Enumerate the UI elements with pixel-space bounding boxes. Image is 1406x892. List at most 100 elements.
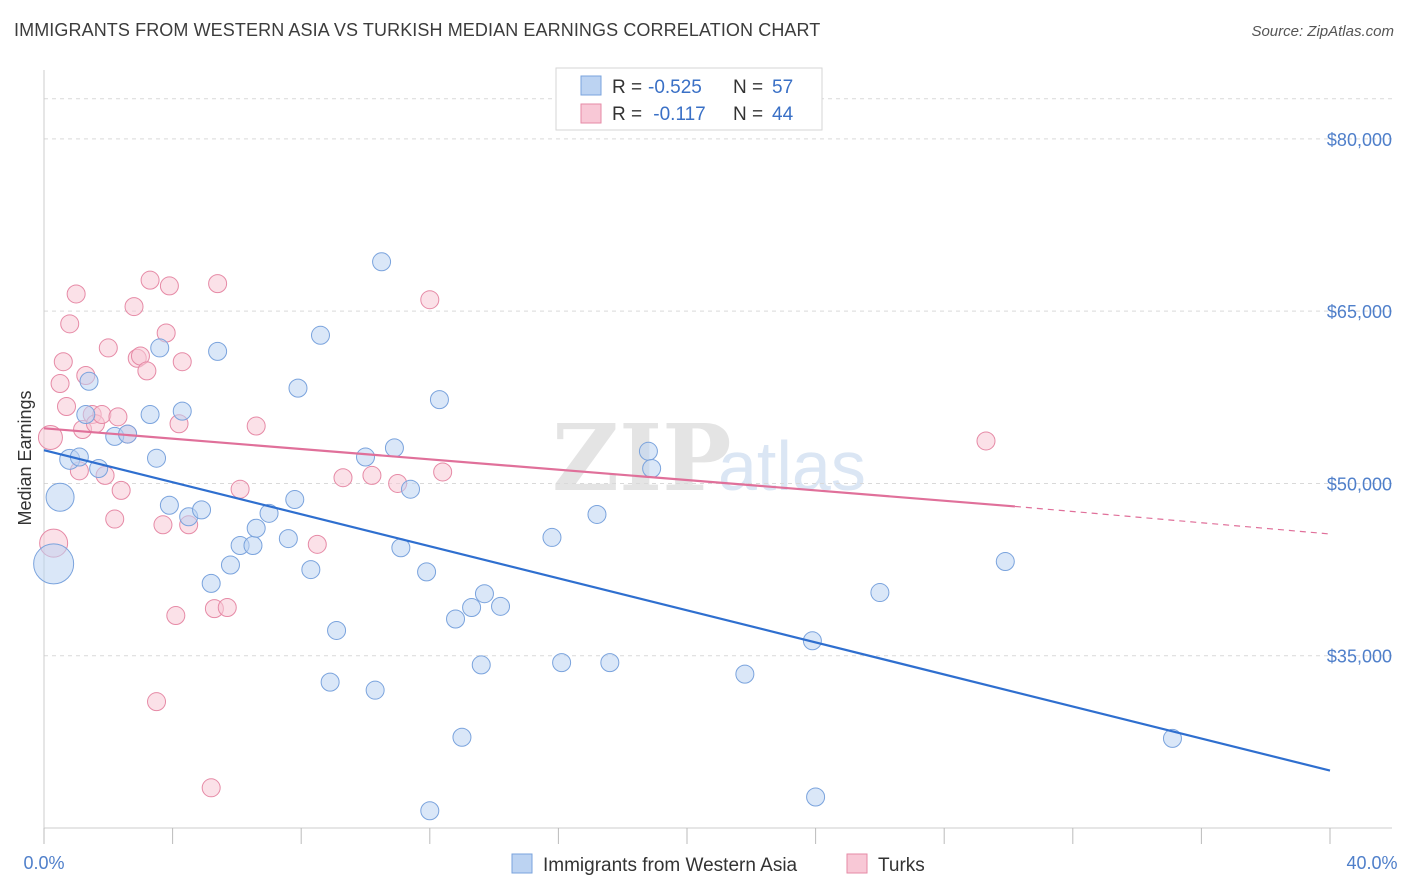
turks-point bbox=[57, 397, 77, 417]
western-asia-point bbox=[301, 560, 321, 580]
turks-point bbox=[307, 534, 327, 554]
y-tick-label: $50,000 bbox=[1327, 474, 1392, 494]
western-asia-point bbox=[806, 787, 826, 807]
western-asia-point bbox=[365, 680, 385, 700]
western-asia-point bbox=[462, 597, 482, 617]
legend-pink-r-value: -0.117 bbox=[648, 104, 706, 125]
legend-bottom-pink-swatch bbox=[846, 853, 868, 874]
legend-pink-n-value: 44 bbox=[772, 104, 794, 125]
turks-point bbox=[66, 284, 86, 304]
legend-pink-swatch bbox=[580, 103, 602, 124]
turks-point bbox=[433, 462, 453, 482]
legend-pink-r-label: R = bbox=[612, 104, 642, 125]
x-tick-marks bbox=[43, 828, 1331, 844]
source-label: Source: ZipAtlas.com bbox=[1251, 23, 1394, 40]
western-asia-point bbox=[208, 341, 228, 361]
axes bbox=[43, 70, 1392, 829]
turks-point bbox=[362, 465, 382, 485]
chart-title: IMMIGRANTS FROM WESTERN ASIA VS TURKISH … bbox=[14, 20, 821, 40]
western-asia-point bbox=[278, 529, 298, 549]
x-tick-label-min: 0.0% bbox=[23, 853, 64, 873]
turks-point bbox=[153, 515, 173, 535]
western-asia-point bbox=[452, 727, 472, 747]
turks-point bbox=[217, 597, 237, 617]
western-asia-point bbox=[356, 447, 375, 467]
turks-point bbox=[976, 431, 996, 451]
western-asia-point bbox=[552, 653, 572, 673]
western-asia-point bbox=[285, 490, 305, 510]
western-asia-point bbox=[45, 482, 75, 512]
western-asia-point bbox=[246, 518, 266, 538]
legend-bottom: Immigrants from Western Asia Turks bbox=[511, 853, 925, 876]
western-asia-point bbox=[201, 573, 221, 593]
legend-top: R = -0.525 N = 57 R = -0.117 N = 44 bbox=[555, 67, 823, 131]
western-asia-point bbox=[735, 664, 755, 684]
western-asia-point bbox=[474, 584, 494, 604]
western-asia-point bbox=[471, 655, 491, 675]
turks-trend-line-extension bbox=[1014, 505, 1331, 535]
turks-point bbox=[201, 778, 221, 798]
y-tick-label: $80,000 bbox=[1327, 130, 1392, 150]
turks-point bbox=[172, 352, 192, 372]
western-asia-point bbox=[870, 583, 890, 603]
western-asia-point bbox=[220, 555, 240, 575]
turks-point bbox=[124, 297, 144, 317]
western-asia-point bbox=[150, 338, 170, 358]
legend-bottom-pink-label: Turks bbox=[878, 855, 925, 876]
western-asia-point bbox=[587, 504, 607, 524]
western-asia-point bbox=[491, 596, 511, 616]
gridlines bbox=[44, 98, 1392, 657]
watermark-zip: ZIP bbox=[552, 404, 731, 512]
western-asia-point bbox=[33, 543, 75, 585]
turks-point bbox=[246, 416, 266, 436]
turks-points bbox=[37, 270, 996, 798]
western-asia-trend-line bbox=[43, 449, 1331, 772]
western-asia-point bbox=[310, 325, 330, 345]
turks-point bbox=[230, 479, 250, 499]
turks-point bbox=[50, 374, 70, 394]
turks-point bbox=[108, 407, 128, 427]
western-asia-point bbox=[327, 620, 347, 640]
turks-trend-line bbox=[43, 427, 1016, 508]
western-asia-point bbox=[140, 405, 160, 425]
western-asia-point bbox=[172, 401, 192, 421]
western-asia-point bbox=[320, 672, 340, 692]
legend-blue-r-label: R = bbox=[612, 77, 642, 98]
legend-bottom-blue-label: Immigrants from Western Asia bbox=[543, 855, 798, 876]
legend-blue-swatch bbox=[580, 75, 602, 96]
western-asia-point bbox=[288, 378, 308, 398]
western-asia-point bbox=[159, 495, 179, 515]
western-asia-point bbox=[243, 535, 263, 555]
western-asia-point bbox=[446, 609, 466, 629]
western-asia-points bbox=[33, 252, 1182, 821]
x-tick-label-max: 40.0% bbox=[1346, 853, 1397, 873]
turks-point bbox=[333, 468, 353, 488]
western-asia-point bbox=[259, 503, 279, 523]
turks-point bbox=[420, 290, 440, 310]
turks-point bbox=[105, 509, 125, 529]
y-tick-labels: $35,000 $50,000 $65,000 $80,000 bbox=[1327, 130, 1392, 667]
turks-point bbox=[98, 338, 118, 358]
turks-point bbox=[166, 606, 186, 626]
y-tick-label: $65,000 bbox=[1327, 302, 1392, 322]
western-asia-point bbox=[429, 390, 449, 410]
turks-point bbox=[111, 480, 131, 500]
turks-point bbox=[53, 352, 73, 372]
western-asia-point bbox=[147, 448, 167, 468]
western-asia-point bbox=[542, 527, 562, 547]
western-asia-point bbox=[372, 252, 392, 272]
turks-point bbox=[137, 361, 157, 381]
western-asia-point bbox=[79, 371, 99, 391]
turks-point bbox=[60, 314, 80, 334]
y-tick-label: $35,000 bbox=[1327, 647, 1392, 667]
western-asia-point bbox=[600, 653, 620, 673]
turks-point bbox=[37, 425, 63, 451]
western-asia-point bbox=[420, 801, 440, 821]
legend-pink-n-label: N = bbox=[733, 104, 763, 125]
turks-point bbox=[147, 692, 167, 712]
western-asia-point bbox=[76, 405, 96, 425]
legend-blue-n-label: N = bbox=[733, 77, 763, 98]
turks-point bbox=[159, 276, 179, 296]
legend-blue-n-value: 57 bbox=[772, 77, 793, 98]
